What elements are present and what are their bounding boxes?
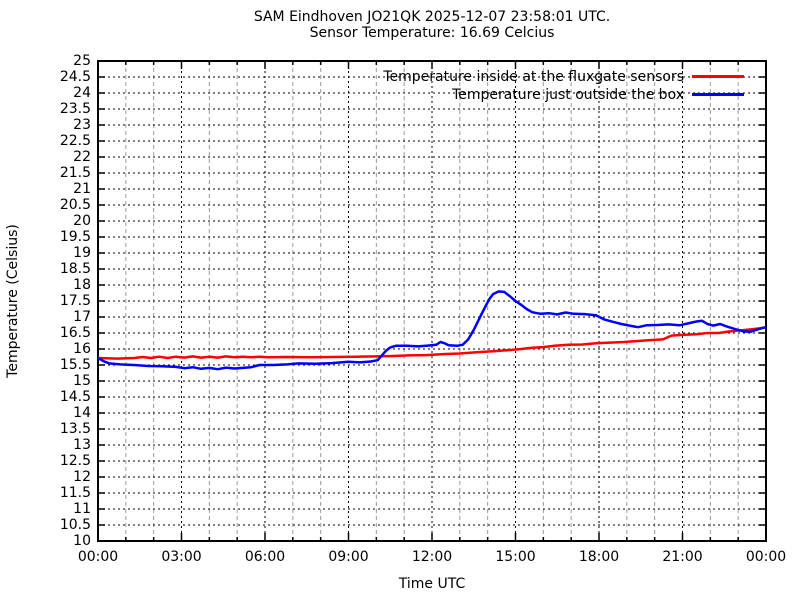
legend-line-sample-red bbox=[692, 75, 744, 78]
y-tick-label: 15.5 bbox=[59, 357, 91, 373]
x-tick-label: 06:00 bbox=[244, 549, 286, 565]
y-tick-label: 16 bbox=[73, 341, 91, 357]
y-tick-label: 11 bbox=[73, 501, 91, 517]
legend-label-inside: Temperature inside at the fluxgate senso… bbox=[383, 69, 684, 85]
y-tick-label: 13.5 bbox=[59, 421, 91, 437]
x-axis-label: Time UTC bbox=[398, 576, 466, 592]
y-tick-label: 14 bbox=[73, 405, 91, 421]
y-tick-label: 13 bbox=[73, 437, 91, 453]
x-tick-label: 00:00 bbox=[745, 549, 787, 565]
y-tick-label: 20.5 bbox=[59, 197, 91, 213]
y-tick-label: 11.5 bbox=[59, 485, 91, 501]
y-tick-label: 22 bbox=[73, 149, 91, 165]
y-tick-label: 17.5 bbox=[59, 293, 91, 309]
chart-subtitle: Sensor Temperature: 16.69 Celcius bbox=[309, 25, 555, 41]
x-tick-label: 18:00 bbox=[578, 549, 620, 565]
y-tick-label: 21 bbox=[73, 181, 91, 197]
y-tick-label: 24.5 bbox=[59, 69, 91, 85]
y-tick-label: 14.5 bbox=[59, 389, 91, 405]
x-tick-label: 21:00 bbox=[662, 549, 703, 565]
chart-title: SAM Eindhoven JO21QK 2025-12-07 23:58:01… bbox=[253, 9, 611, 25]
y-tick-label: 24 bbox=[73, 85, 91, 101]
x-tick-label: 00:00 bbox=[77, 549, 119, 565]
legend-label-outside: Temperature just outside the box bbox=[452, 87, 684, 103]
y-tick-label: 18 bbox=[73, 277, 91, 293]
y-tick-label: 18.5 bbox=[59, 261, 91, 277]
y-tick-label: 12 bbox=[73, 469, 91, 485]
y-tick-label: 23.5 bbox=[59, 101, 91, 117]
y-tick-label: 16.5 bbox=[59, 325, 91, 341]
y-tick-label: 19 bbox=[73, 245, 91, 261]
legend-line-sample-blue bbox=[692, 93, 744, 96]
x-tick-label: 09:00 bbox=[328, 549, 369, 565]
y-tick-label: 10 bbox=[73, 533, 91, 549]
y-tick-label: 10.5 bbox=[59, 517, 91, 533]
x-tick-label: 15:00 bbox=[495, 549, 536, 565]
y-tick-label: 12.5 bbox=[59, 453, 91, 469]
y-tick-label: 17 bbox=[73, 309, 91, 325]
series-line-1 bbox=[97, 290, 767, 371]
y-tick-label: 15 bbox=[73, 373, 91, 389]
y-tick-label: 21.5 bbox=[59, 165, 91, 181]
y-tick-label: 25 bbox=[73, 53, 91, 69]
y-tick-label: 23 bbox=[73, 117, 91, 133]
series-line-0 bbox=[97, 325, 767, 360]
y-tick-label: 19.5 bbox=[59, 229, 91, 245]
x-tick-label: 03:00 bbox=[161, 549, 202, 565]
y-tick-label: 20 bbox=[73, 213, 91, 229]
x-tick-label: 12:00 bbox=[411, 549, 453, 565]
y-tick-label: 22.5 bbox=[59, 133, 91, 149]
